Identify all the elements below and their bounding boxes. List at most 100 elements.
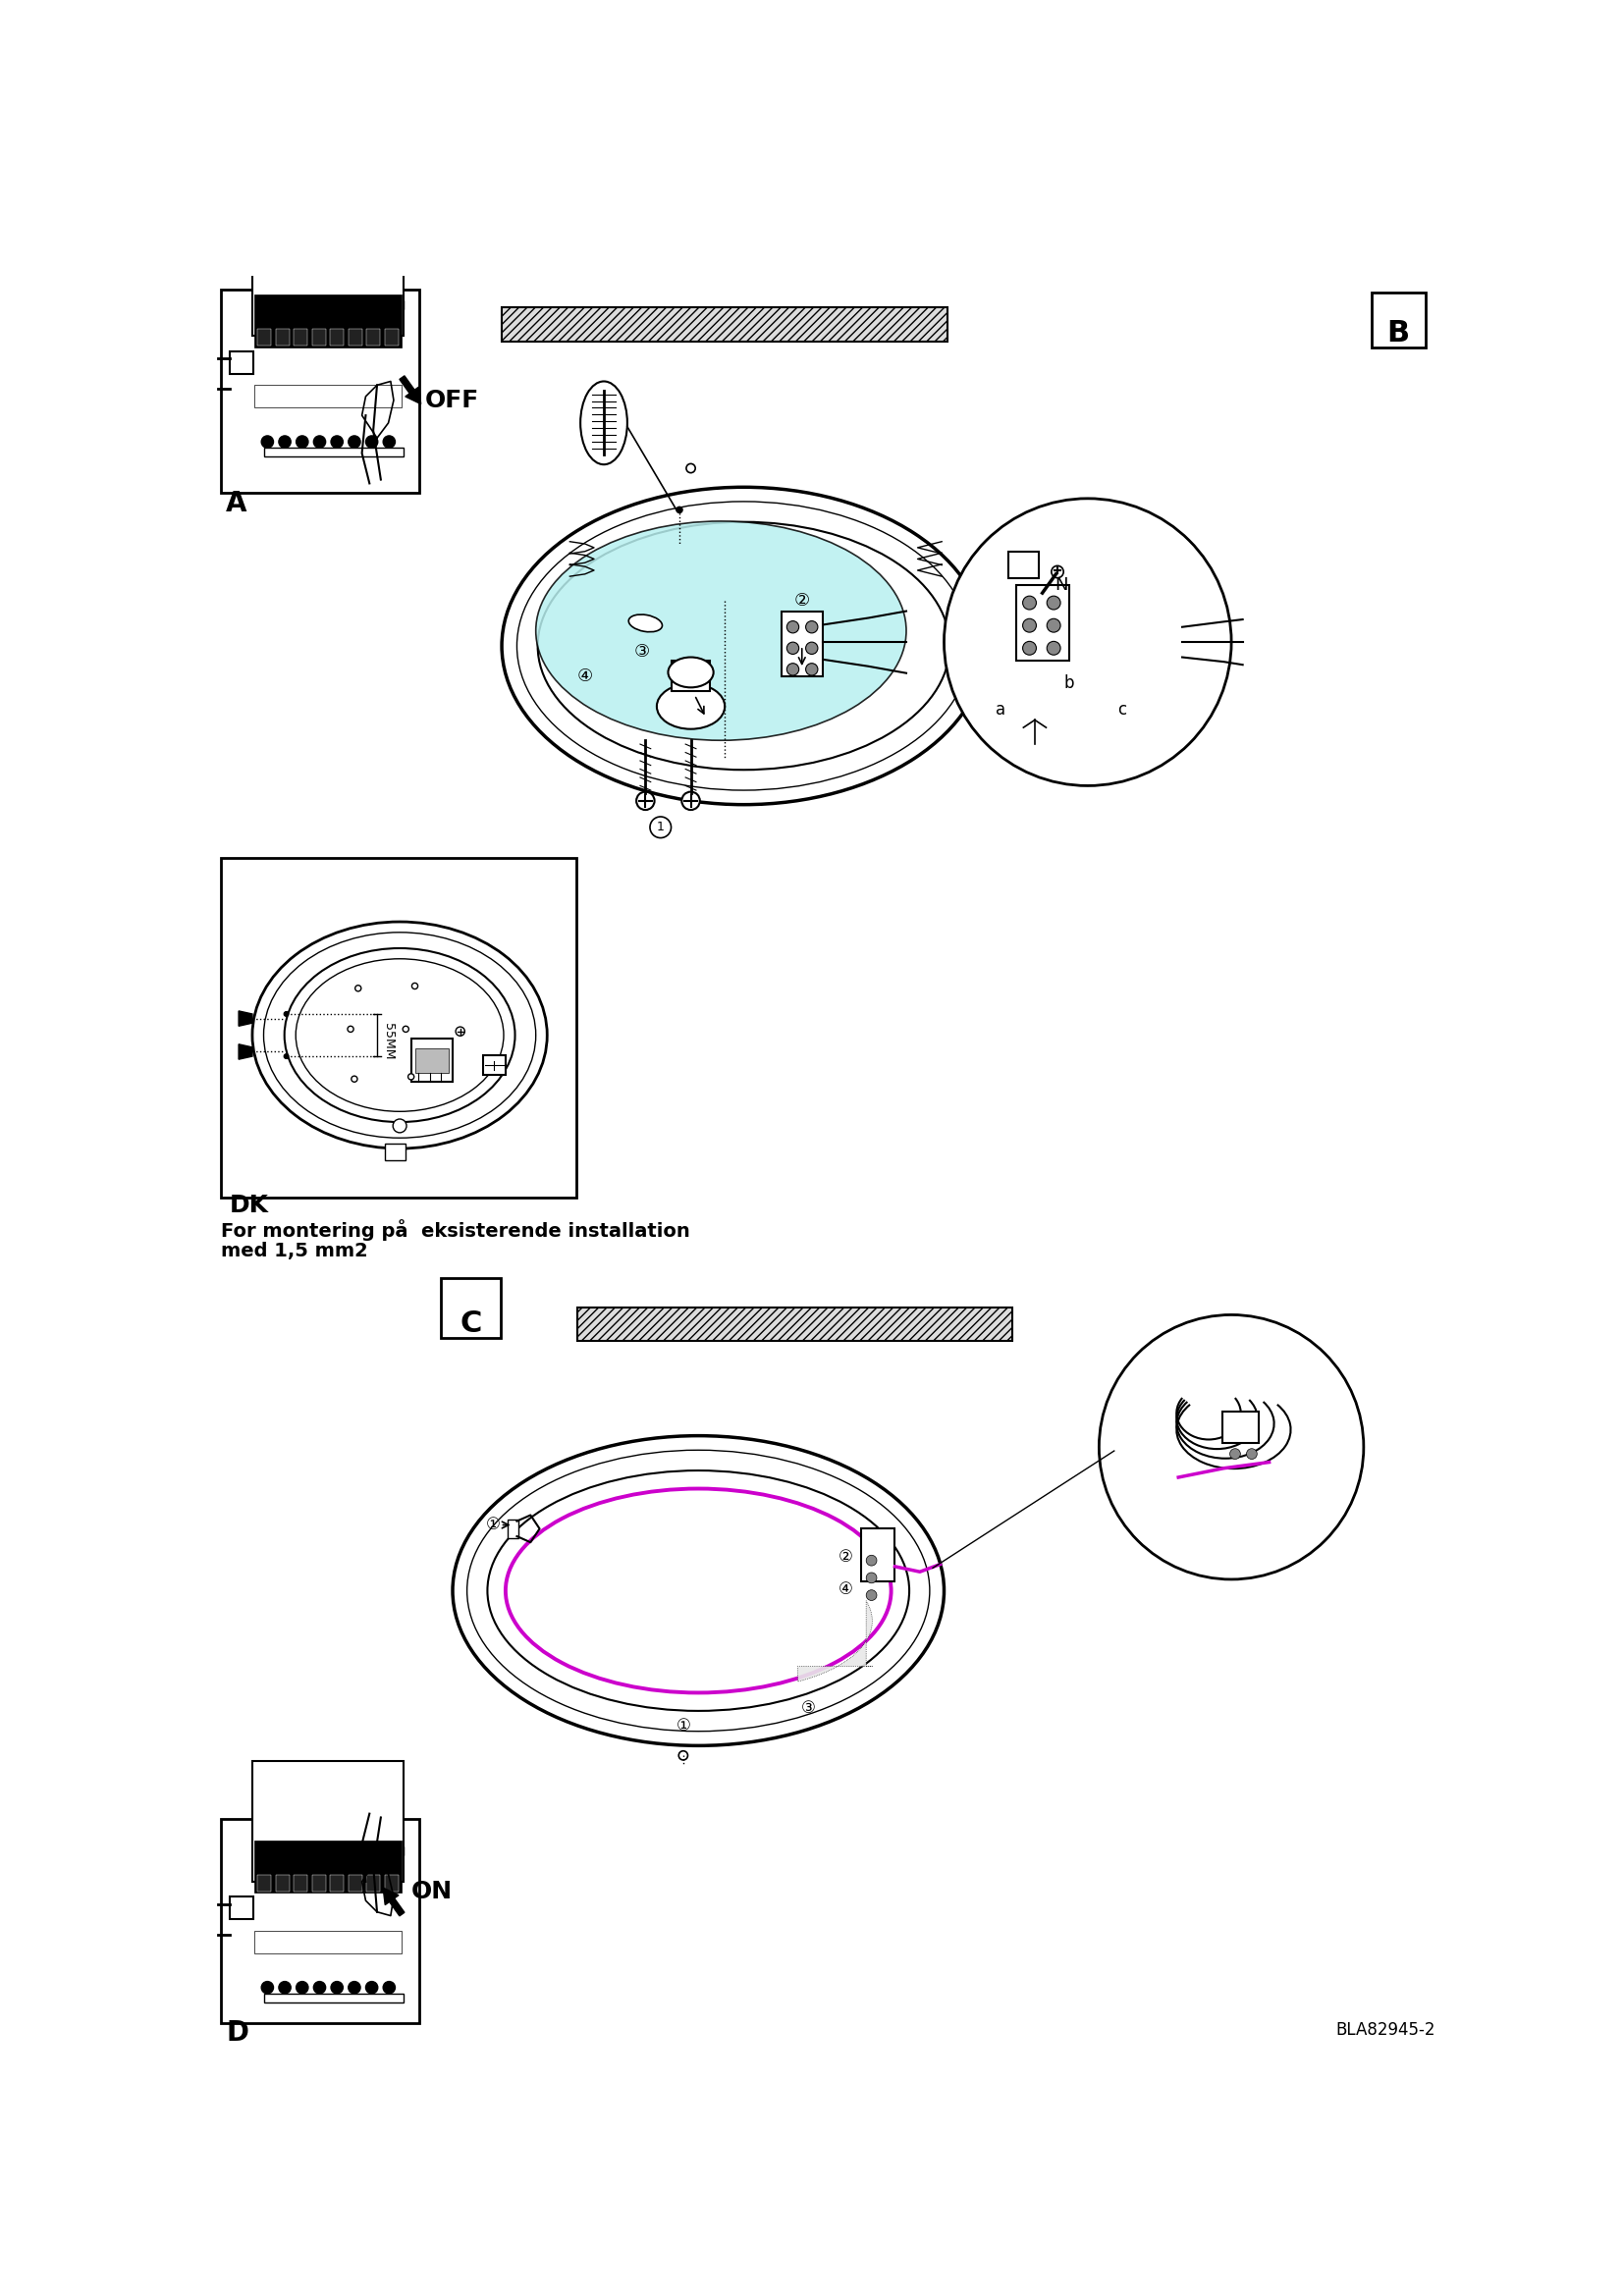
Circle shape [805,643,818,654]
Ellipse shape [536,521,906,739]
Circle shape [295,1981,308,1993]
Circle shape [365,1857,378,1869]
Bar [349,1876,362,1892]
Circle shape [787,620,799,634]
Bar [672,661,709,691]
Bar [578,1306,1013,1341]
Ellipse shape [252,921,547,1148]
Circle shape [284,1013,289,1017]
Circle shape [331,1981,342,1993]
Ellipse shape [581,381,626,464]
Bar [329,1876,344,1892]
Text: N: N [1055,576,1068,595]
Bar [329,328,344,347]
Bar [255,294,401,347]
Bar [263,448,404,457]
Circle shape [331,436,342,448]
Bar [508,1520,518,1538]
Circle shape [1230,1449,1240,1460]
Circle shape [456,1026,464,1035]
Text: ①: ① [675,1717,690,1733]
Circle shape [412,983,417,990]
Polygon shape [239,1010,252,1026]
Text: ③: ③ [633,643,649,661]
Bar [312,328,326,347]
Bar [860,1529,894,1582]
Circle shape [349,310,360,324]
Circle shape [1052,565,1063,579]
Ellipse shape [628,615,662,631]
Bar [782,611,823,675]
Bar [255,1931,401,1954]
Text: 55MM: 55MM [383,1022,394,1058]
Bar [415,1049,450,1072]
Text: b: b [1063,675,1074,693]
Bar [367,1876,380,1892]
Circle shape [805,620,818,634]
Circle shape [1022,641,1037,654]
Bar [229,1896,253,1919]
Circle shape [331,1857,342,1869]
Circle shape [349,1857,360,1869]
Polygon shape [239,1045,252,1058]
FancyArrow shape [399,377,420,404]
Bar [252,1761,404,1883]
Ellipse shape [487,1469,909,1711]
Bar [1371,294,1425,347]
Ellipse shape [657,684,725,730]
Circle shape [313,1981,326,1993]
Circle shape [867,1589,876,1600]
Circle shape [295,436,308,448]
Circle shape [383,1981,394,1993]
Circle shape [383,1857,394,1869]
Bar [1008,551,1039,579]
Text: ①: ① [485,1515,500,1534]
Bar [255,1839,401,1892]
Text: C: C [459,1309,482,1339]
Circle shape [349,1981,360,1993]
Circle shape [295,1857,308,1869]
Circle shape [365,310,378,324]
Text: ON: ON [411,1880,453,1903]
Circle shape [787,643,799,654]
Ellipse shape [502,487,985,804]
Text: D: D [226,2018,248,2046]
Text: OFF: OFF [425,388,479,411]
Circle shape [261,436,273,448]
Circle shape [284,1054,289,1058]
Ellipse shape [467,1451,930,1731]
Circle shape [805,664,818,675]
Circle shape [261,1981,273,1993]
Text: c: c [1117,700,1126,719]
Bar [255,386,401,409]
Bar [385,1143,406,1159]
Ellipse shape [516,501,971,790]
Circle shape [687,464,695,473]
Circle shape [365,436,378,448]
Circle shape [261,1857,273,1869]
Text: ④: ④ [839,1580,854,1598]
Bar [294,328,307,347]
Bar [441,1279,500,1339]
Circle shape [682,792,700,810]
Text: ④: ④ [578,668,592,684]
Text: med 1,5 mm2: med 1,5 mm2 [221,1242,367,1261]
Bar [385,328,398,347]
Bar [221,856,576,1199]
Circle shape [945,498,1232,785]
Circle shape [313,1857,326,1869]
Bar [1016,585,1070,661]
Circle shape [279,436,291,448]
Ellipse shape [284,948,514,1123]
Circle shape [313,310,326,324]
Ellipse shape [263,932,536,1139]
Circle shape [677,507,683,512]
Circle shape [1047,641,1060,654]
Circle shape [407,1075,414,1079]
Text: A: A [226,489,247,517]
Ellipse shape [669,657,714,687]
Bar [1222,1412,1258,1444]
Circle shape [279,1857,291,1869]
Circle shape [1047,597,1060,611]
Circle shape [365,1981,378,1993]
